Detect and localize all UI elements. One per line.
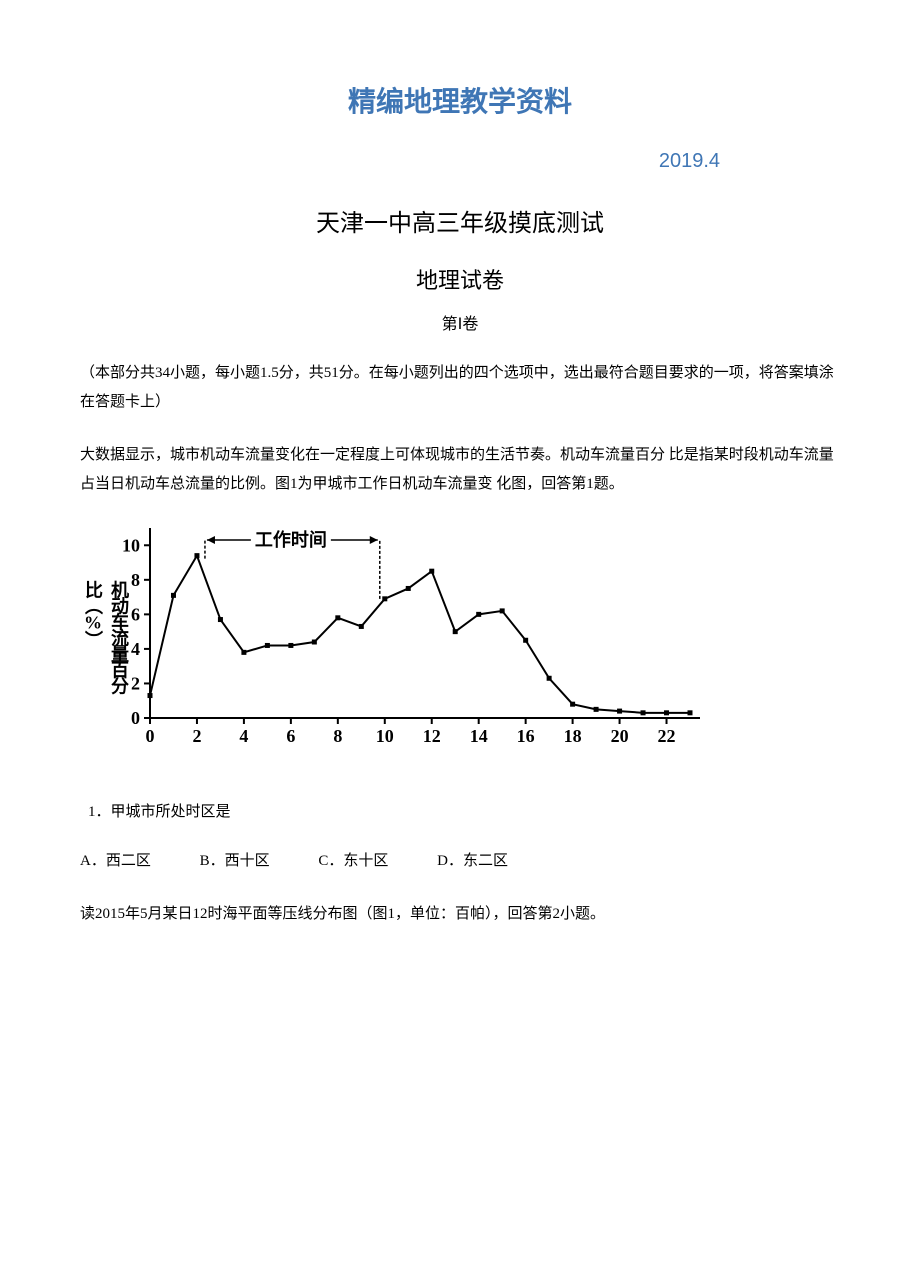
svg-text:6: 6 bbox=[286, 726, 295, 746]
subject-title: 地理试卷 bbox=[80, 263, 840, 295]
svg-text:0: 0 bbox=[131, 708, 140, 728]
svg-text:0: 0 bbox=[146, 726, 155, 746]
svg-text:工作时间: 工作时间 bbox=[255, 529, 327, 550]
svg-text:4: 4 bbox=[239, 726, 248, 746]
passage-2: 读2015年5月某日12时海平面等压线分布图（图1，单位：百帕），回答第2小题。 bbox=[80, 900, 840, 929]
instructions: （本部分共34小题，每小题1.5分，共51分。在每小题列出的四个选项中，选出最符… bbox=[80, 359, 840, 416]
svg-text:18: 18 bbox=[564, 726, 582, 746]
svg-text:10: 10 bbox=[376, 726, 394, 746]
svg-text:2: 2 bbox=[192, 726, 201, 746]
chart-svg: 02468100246810121416182022北京时间工作时间 bbox=[115, 518, 705, 768]
svg-text:6: 6 bbox=[131, 604, 140, 624]
svg-text:22: 22 bbox=[658, 726, 676, 746]
date-line: 2019.4 bbox=[80, 150, 840, 173]
svg-text:16: 16 bbox=[517, 726, 535, 746]
svg-text:20: 20 bbox=[611, 726, 629, 746]
svg-text:10: 10 bbox=[122, 535, 140, 555]
option-b: B．西十区 bbox=[200, 847, 270, 876]
option-c: C．东十区 bbox=[318, 847, 388, 876]
svg-text:8: 8 bbox=[131, 570, 140, 590]
svg-text:12: 12 bbox=[423, 726, 441, 746]
question-1: 1．甲城市所处时区是 bbox=[80, 798, 840, 827]
svg-text:2: 2 bbox=[131, 673, 140, 693]
svg-text:4: 4 bbox=[131, 639, 140, 659]
svg-text:14: 14 bbox=[470, 726, 488, 746]
option-a: A．西二区 bbox=[80, 847, 151, 876]
question-1-options: A．西二区 B．西十区 C．东十区 D．东二区 bbox=[80, 847, 840, 876]
exam-title: 天津一中高三年级摸底测试 bbox=[80, 203, 840, 238]
svg-text:8: 8 bbox=[333, 726, 342, 746]
question-text: 甲城市所处时区是 bbox=[111, 804, 231, 820]
main-title: 精编地理教学资料 bbox=[80, 80, 840, 120]
traffic-chart: 机动车流量百分比（%） 02468100246810121416182022北京… bbox=[80, 518, 700, 768]
passage-1: 大数据显示，城市机动车流量变化在一定程度上可体现城市的生活节奏。机动车流量百分 … bbox=[80, 441, 840, 498]
option-d: D．东二区 bbox=[437, 847, 508, 876]
question-number: 1． bbox=[88, 804, 111, 820]
section-label: 第Ⅰ卷 bbox=[80, 310, 840, 334]
